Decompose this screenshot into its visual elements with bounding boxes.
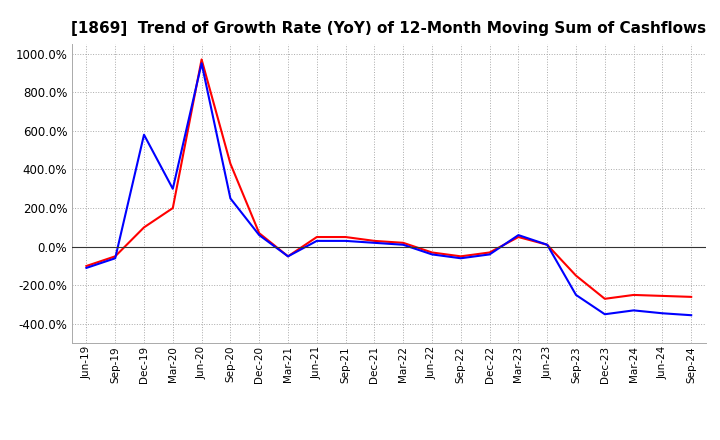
Title: [1869]  Trend of Growth Rate (YoY) of 12-Month Moving Sum of Cashflows: [1869] Trend of Growth Rate (YoY) of 12-… — [71, 21, 706, 36]
Free Cashflow — [543, 242, 552, 247]
Operating Cashflow — [629, 292, 638, 297]
Operating Cashflow — [140, 225, 148, 230]
Free Cashflow — [514, 232, 523, 238]
Free Cashflow — [572, 292, 580, 297]
Operating Cashflow — [600, 296, 609, 301]
Operating Cashflow — [514, 235, 523, 240]
Line: Free Cashflow: Free Cashflow — [86, 63, 691, 315]
Operating Cashflow — [572, 273, 580, 278]
Free Cashflow — [341, 238, 350, 243]
Free Cashflow — [111, 256, 120, 261]
Free Cashflow — [255, 232, 264, 238]
Free Cashflow — [226, 196, 235, 201]
Line: Operating Cashflow: Operating Cashflow — [86, 59, 691, 299]
Free Cashflow — [428, 252, 436, 257]
Operating Cashflow — [226, 161, 235, 166]
Operating Cashflow — [197, 57, 206, 62]
Free Cashflow — [370, 240, 379, 246]
Operating Cashflow — [168, 205, 177, 211]
Free Cashflow — [399, 242, 408, 247]
Free Cashflow — [312, 238, 321, 243]
Free Cashflow — [485, 252, 494, 257]
Operating Cashflow — [370, 238, 379, 243]
Free Cashflow — [140, 132, 148, 137]
Free Cashflow — [687, 312, 696, 318]
Operating Cashflow — [341, 235, 350, 240]
Operating Cashflow — [456, 254, 465, 259]
Free Cashflow — [82, 265, 91, 271]
Operating Cashflow — [399, 240, 408, 246]
Operating Cashflow — [428, 250, 436, 255]
Operating Cashflow — [485, 250, 494, 255]
Operating Cashflow — [82, 264, 91, 269]
Operating Cashflow — [543, 242, 552, 247]
Operating Cashflow — [687, 294, 696, 300]
Operating Cashflow — [658, 293, 667, 299]
Free Cashflow — [658, 311, 667, 316]
Free Cashflow — [284, 254, 292, 259]
Operating Cashflow — [255, 231, 264, 236]
Operating Cashflow — [284, 254, 292, 259]
Free Cashflow — [197, 61, 206, 66]
Free Cashflow — [456, 256, 465, 261]
Free Cashflow — [600, 312, 609, 317]
Operating Cashflow — [312, 235, 321, 240]
Free Cashflow — [168, 186, 177, 191]
Operating Cashflow — [111, 254, 120, 259]
Free Cashflow — [629, 308, 638, 313]
